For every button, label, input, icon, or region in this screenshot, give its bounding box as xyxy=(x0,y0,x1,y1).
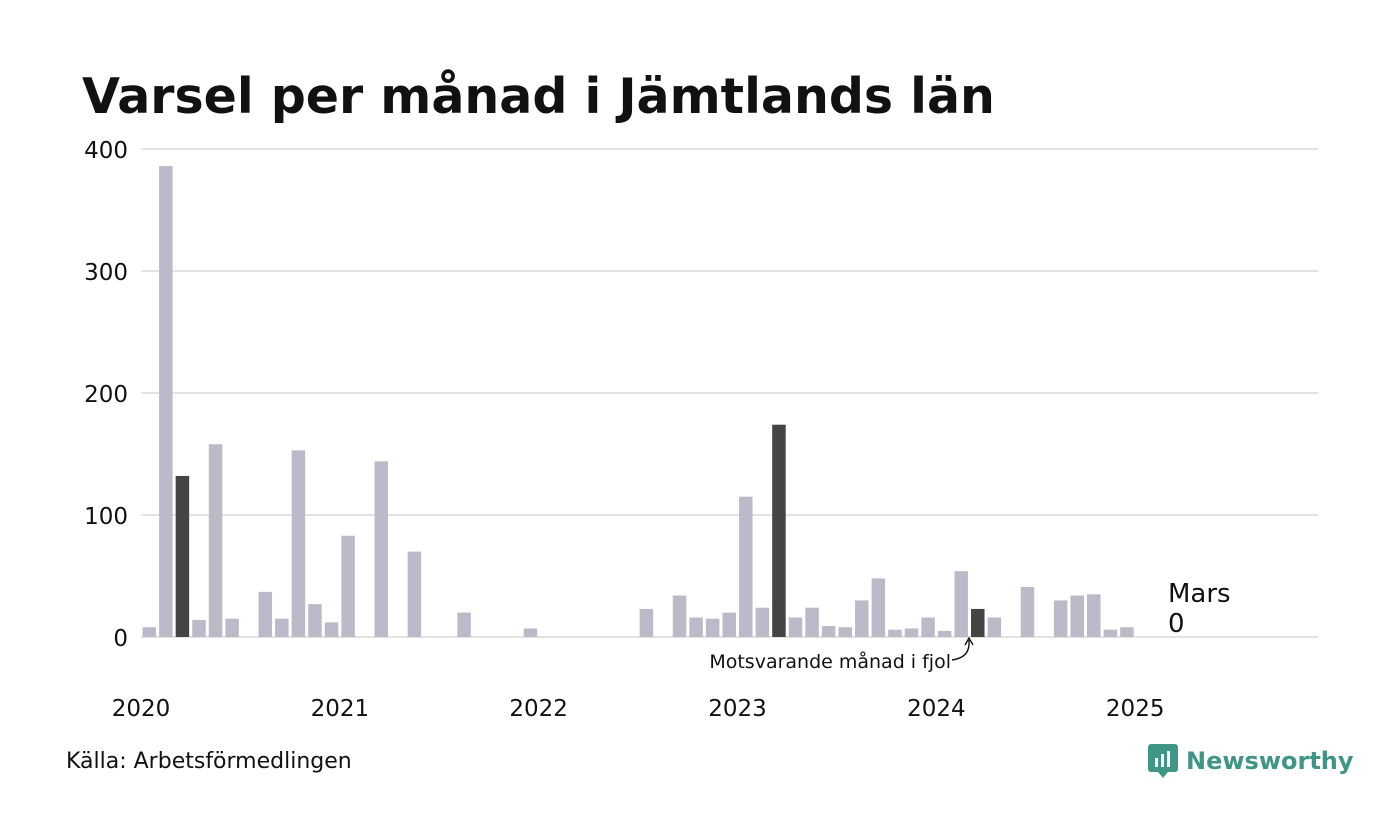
bar-2020-08 xyxy=(258,591,273,637)
bar-2022-10 xyxy=(689,617,703,637)
bar-2023-08 xyxy=(855,600,869,637)
latest-month: Mars xyxy=(1168,579,1231,609)
bar-2020-12 xyxy=(324,622,339,637)
brand-logo: Newsworthy xyxy=(1148,744,1354,778)
bar-2023-09 xyxy=(871,578,886,637)
bar-2020-01 xyxy=(142,627,157,637)
y-tick-label: 200 xyxy=(84,382,128,408)
bar-2021-01 xyxy=(341,535,355,637)
bar-2024-12 xyxy=(1120,627,1134,637)
latest-value-label: Mars 0 xyxy=(1168,579,1231,639)
bar-2023-12 xyxy=(921,617,935,637)
bar-2022-07 xyxy=(639,608,654,637)
bar-2021-08 xyxy=(457,612,471,637)
bar-2024-11 xyxy=(1103,629,1118,637)
bar-2022-11 xyxy=(705,618,720,637)
bar-2020-03 xyxy=(175,475,190,637)
bar-2021-12 xyxy=(523,628,538,637)
bar-2023-02 xyxy=(755,607,770,637)
y-tick-label: 0 xyxy=(113,626,128,652)
y-tick-label: 100 xyxy=(84,504,128,530)
annotation-arrowhead xyxy=(964,636,974,646)
bar-2023-05 xyxy=(805,607,819,637)
bar-2023-03 xyxy=(772,424,786,637)
bar-chart: 0 100 200 300 400 2020 2021 2022 2023 2024 2025 M… xyxy=(84,138,1318,722)
bar-2020-11 xyxy=(308,604,322,637)
x-tick-label: 2020 xyxy=(112,696,171,722)
bar-2024-02 xyxy=(954,571,968,637)
bar-2024-09 xyxy=(1070,595,1084,637)
bar-2021-03 xyxy=(374,461,389,637)
annotation-arrow xyxy=(951,639,970,661)
bar-2024-01 xyxy=(937,630,952,637)
source-note: Källa: Arbetsförmedlingen xyxy=(66,749,352,774)
y-tick-label: 300 xyxy=(84,260,128,286)
y-axis-tick-labels: 0 100 200 300 400 xyxy=(84,138,128,652)
x-tick-label: 2025 xyxy=(1106,696,1165,722)
bar-2024-04 xyxy=(987,617,1002,637)
bar-2023-01 xyxy=(739,496,753,637)
bar-2020-04 xyxy=(192,619,206,637)
bar-2022-12 xyxy=(722,612,736,637)
bar-2020-02 xyxy=(159,166,173,637)
bar-2023-04 xyxy=(788,617,803,637)
bar-2020-05 xyxy=(208,444,223,637)
bar-2023-06 xyxy=(821,626,836,637)
bar-2024-03 xyxy=(971,608,985,637)
bar-2023-10 xyxy=(888,629,902,637)
x-tick-label: 2021 xyxy=(311,696,370,722)
x-tick-label: 2024 xyxy=(907,696,966,722)
annotation: Motsvarande månad i fjol xyxy=(709,636,974,673)
bar-2024-10 xyxy=(1087,594,1101,637)
bar-2022-09 xyxy=(672,595,687,637)
bar-2021-05 xyxy=(407,551,422,637)
brand-name: Newsworthy xyxy=(1186,747,1354,775)
bar-2020-10 xyxy=(291,450,306,637)
bars xyxy=(142,166,1134,637)
bar-2024-08 xyxy=(1053,600,1068,637)
x-axis-tick-labels: 2020 2021 2022 2023 2024 2025 xyxy=(112,696,1165,722)
bar-2020-06 xyxy=(225,618,239,637)
bar-2023-11 xyxy=(904,628,919,637)
annotation-label: Motsvarande månad i fjol xyxy=(709,650,951,673)
bar-2020-09 xyxy=(275,618,289,637)
bar-2024-06 xyxy=(1020,586,1035,637)
x-tick-label: 2023 xyxy=(708,696,767,722)
bar-2023-07 xyxy=(838,627,852,637)
gridlines xyxy=(141,148,1318,638)
chart-title: Varsel per månad i Jämtlands län xyxy=(82,68,995,125)
latest-value: 0 xyxy=(1168,609,1185,639)
newsworthy-logo-icon xyxy=(1148,744,1178,778)
y-tick-label: 400 xyxy=(84,138,128,164)
x-tick-label: 2022 xyxy=(509,696,568,722)
